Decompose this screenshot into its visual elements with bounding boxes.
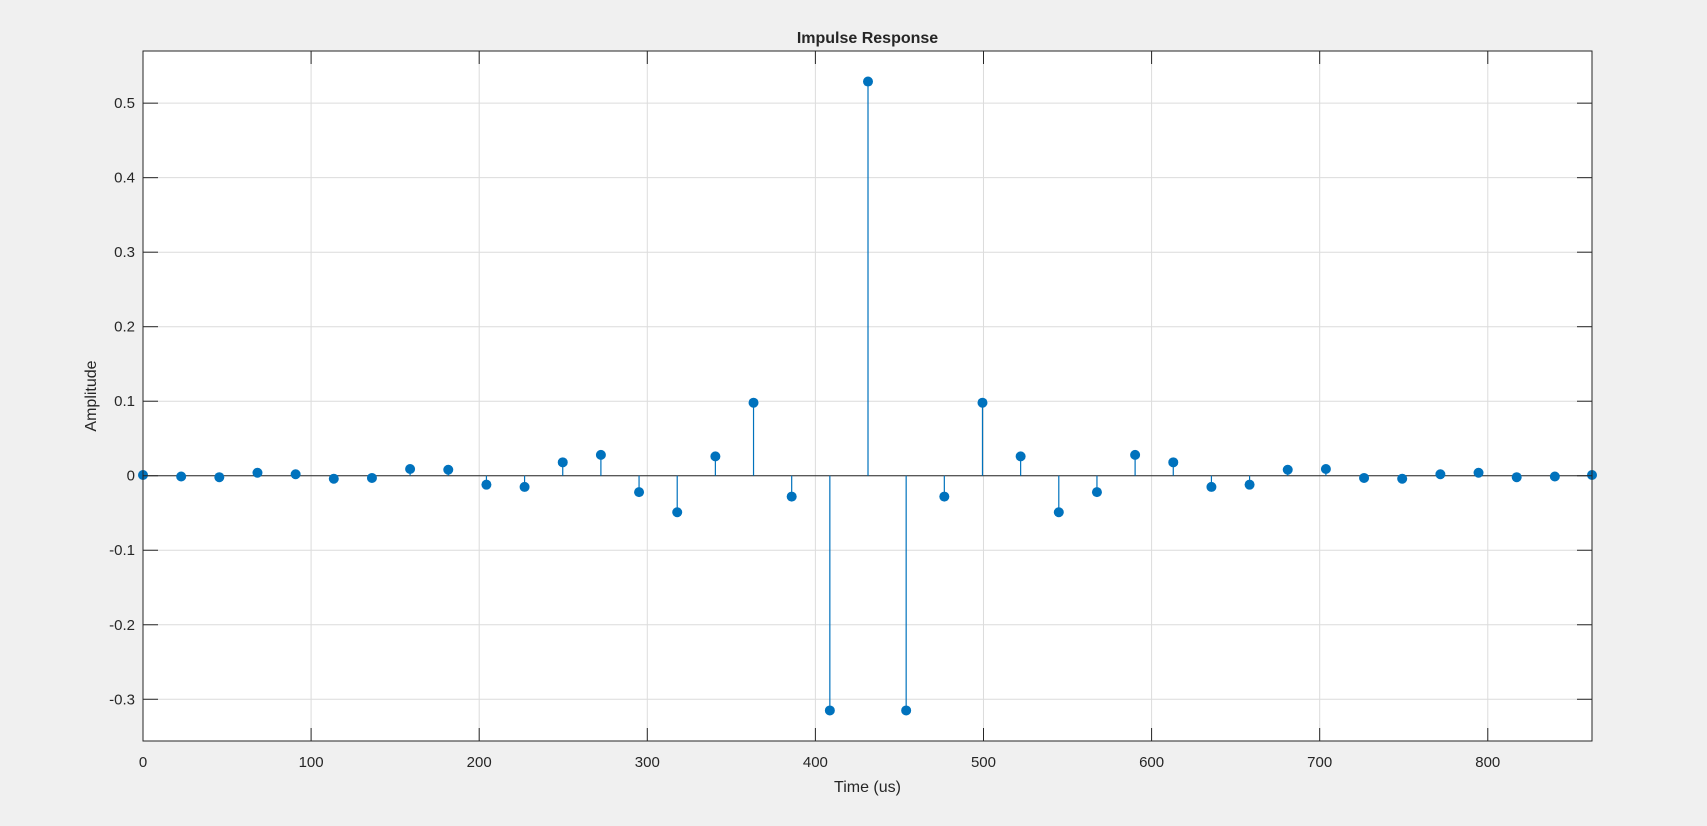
y-tick-label: 0.2 [114, 319, 135, 336]
axis-ticks [142, 51, 1592, 741]
stem-marker [1168, 457, 1179, 468]
x-tick-label: 0 [139, 754, 147, 771]
axes-box [142, 50, 1593, 742]
stem-marker [290, 469, 301, 480]
stem-marker [1053, 507, 1064, 518]
x-tick-label: 300 [635, 754, 660, 771]
stem-marker [519, 481, 530, 492]
x-tick-label: 600 [1139, 754, 1164, 771]
x-tick-label: 800 [1475, 754, 1500, 771]
stem-marker [1511, 472, 1522, 483]
stem-marker [786, 491, 797, 502]
stem-marker [710, 451, 721, 462]
stem-marker [405, 464, 416, 475]
stem-marker [1397, 473, 1408, 484]
x-tick-label: 700 [1307, 754, 1332, 771]
stem-marker [634, 487, 645, 498]
stem-marker [214, 472, 225, 483]
y-tick-label: -0.3 [109, 691, 135, 708]
y-tick-label: 0 [127, 468, 135, 485]
stem-marker [481, 479, 492, 490]
stem-marker [977, 397, 988, 408]
stem-marker [863, 76, 874, 87]
stem-marker [1282, 464, 1293, 475]
y-tick-label: 0.5 [114, 95, 135, 112]
stem-marker [824, 705, 835, 716]
stem-marker [1091, 487, 1102, 498]
stem-marker [1473, 467, 1484, 478]
y-tick-label: 0.1 [114, 393, 135, 410]
x-tick-label: 100 [299, 754, 324, 771]
stem-marker [901, 705, 912, 716]
y-tick-label: 0.4 [114, 170, 135, 187]
x-tick-label: 200 [467, 754, 492, 771]
stem-marker [748, 397, 759, 408]
stem-marker [252, 467, 263, 478]
stem-marker [443, 464, 454, 475]
stem-marker [1549, 471, 1560, 482]
y-tick-label: 0.3 [114, 244, 135, 261]
y-tick-label: -0.2 [109, 617, 135, 634]
stem-marker [176, 471, 187, 482]
y-tick-label: -0.1 [109, 542, 135, 559]
stem-marker [328, 473, 339, 484]
stem-series [138, 76, 1597, 716]
x-tick-label: 400 [803, 754, 828, 771]
stem-marker [557, 457, 568, 468]
stem-marker [1244, 479, 1255, 490]
x-tick-label: 500 [971, 754, 996, 771]
stem-marker [1320, 464, 1331, 475]
stem-marker [595, 449, 606, 460]
stem-marker [1359, 472, 1370, 483]
y-tick-labels: -0.3 -0.2 -0.1 0 0.1 0.2 0.3 0.4 0.5 [109, 95, 135, 708]
chart-title: Impulse Response [797, 30, 938, 47]
stem-marker [1435, 469, 1446, 480]
stem-marker [672, 507, 683, 518]
x-axis-label: Time (us) [834, 779, 901, 796]
stem-marker [1206, 481, 1217, 492]
y-axis-label: Amplitude [83, 360, 100, 431]
stem-marker [1015, 451, 1026, 462]
stem-marker [366, 472, 377, 483]
stem-marker [939, 491, 950, 502]
x-tick-labels: 0 100 200 300 400 500 600 700 800 [139, 754, 1500, 771]
stem-marker [1130, 449, 1141, 460]
